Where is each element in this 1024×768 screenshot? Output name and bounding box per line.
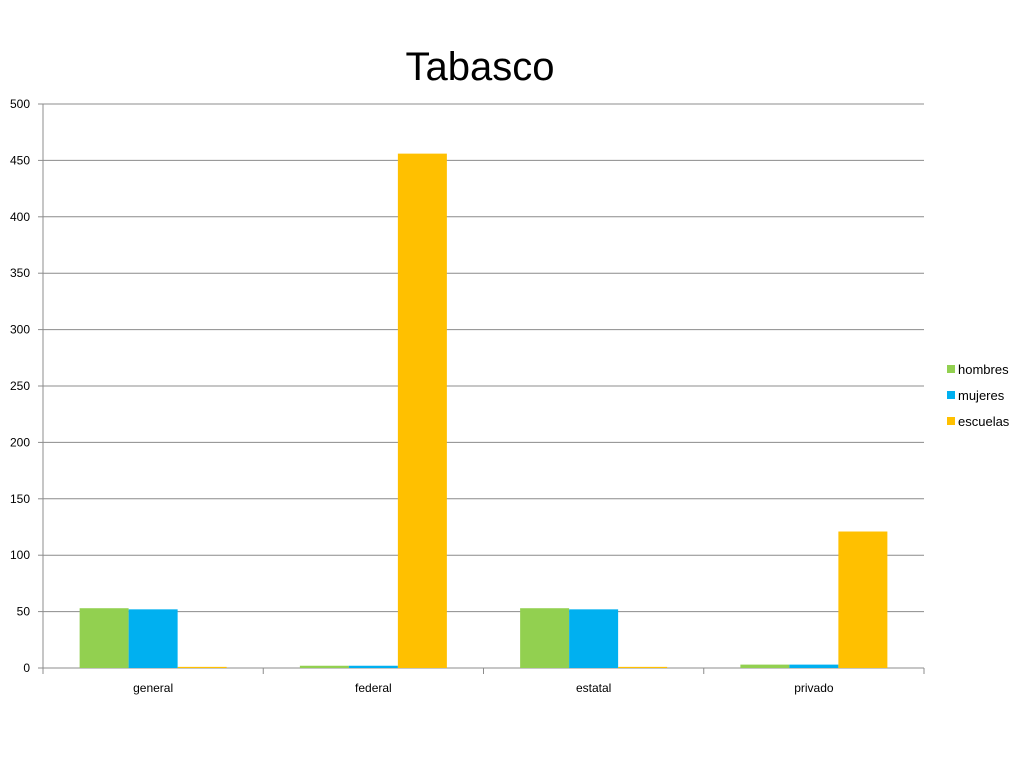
chart-title: Tabasco [406, 45, 555, 89]
legend-swatch-escuelas [947, 417, 955, 425]
bar-mujeres-estatal [569, 609, 619, 668]
legend-swatch-hombres [947, 365, 955, 373]
y-axis-tick-labels: 0 50 100 150 200 250 300 350 400 450 500 [10, 97, 30, 675]
x-tick-label: privado [794, 681, 834, 695]
bars [79, 153, 888, 668]
axes [38, 103, 925, 674]
y-tick-label: 50 [17, 605, 31, 619]
y-tick-label: 150 [10, 492, 30, 506]
bar-escuelas-estatal [618, 666, 668, 668]
x-tick-label: estatal [576, 681, 611, 695]
bar-escuelas-federal [397, 153, 447, 668]
y-tick-label: 300 [10, 323, 30, 337]
bar-hombres-privado [740, 664, 790, 668]
grid-lines [43, 103, 924, 613]
legend: hombres mujeres escuelas [947, 362, 1010, 429]
legend-label-mujeres: mujeres [958, 388, 1005, 403]
y-tick-label: 0 [23, 661, 30, 675]
bar-mujeres-privado [789, 664, 839, 668]
y-tick-label: 500 [10, 97, 30, 111]
bar-hombres-general [79, 608, 129, 668]
bar-escuelas-privado [838, 531, 888, 668]
legend-label-hombres: hombres [958, 362, 1009, 377]
legend-swatch-mujeres [947, 391, 955, 399]
x-tick-label: general [133, 681, 173, 695]
bar-escuelas-general [177, 666, 227, 668]
y-tick-label: 200 [10, 435, 30, 449]
y-tick-label: 350 [10, 266, 30, 280]
y-tick-label: 400 [10, 210, 30, 224]
bar-mujeres-federal [348, 665, 398, 668]
legend-label-escuelas: escuelas [958, 414, 1010, 429]
bar-hombres-federal [299, 665, 349, 668]
y-tick-label: 450 [10, 153, 30, 167]
bar-hombres-estatal [520, 608, 570, 668]
x-axis-tick-labels: general federal estatal privado [133, 681, 834, 695]
y-tick-label: 250 [10, 379, 30, 393]
y-tick-label: 100 [10, 548, 30, 562]
bar-mujeres-general [128, 609, 178, 668]
x-tick-label: federal [355, 681, 392, 695]
